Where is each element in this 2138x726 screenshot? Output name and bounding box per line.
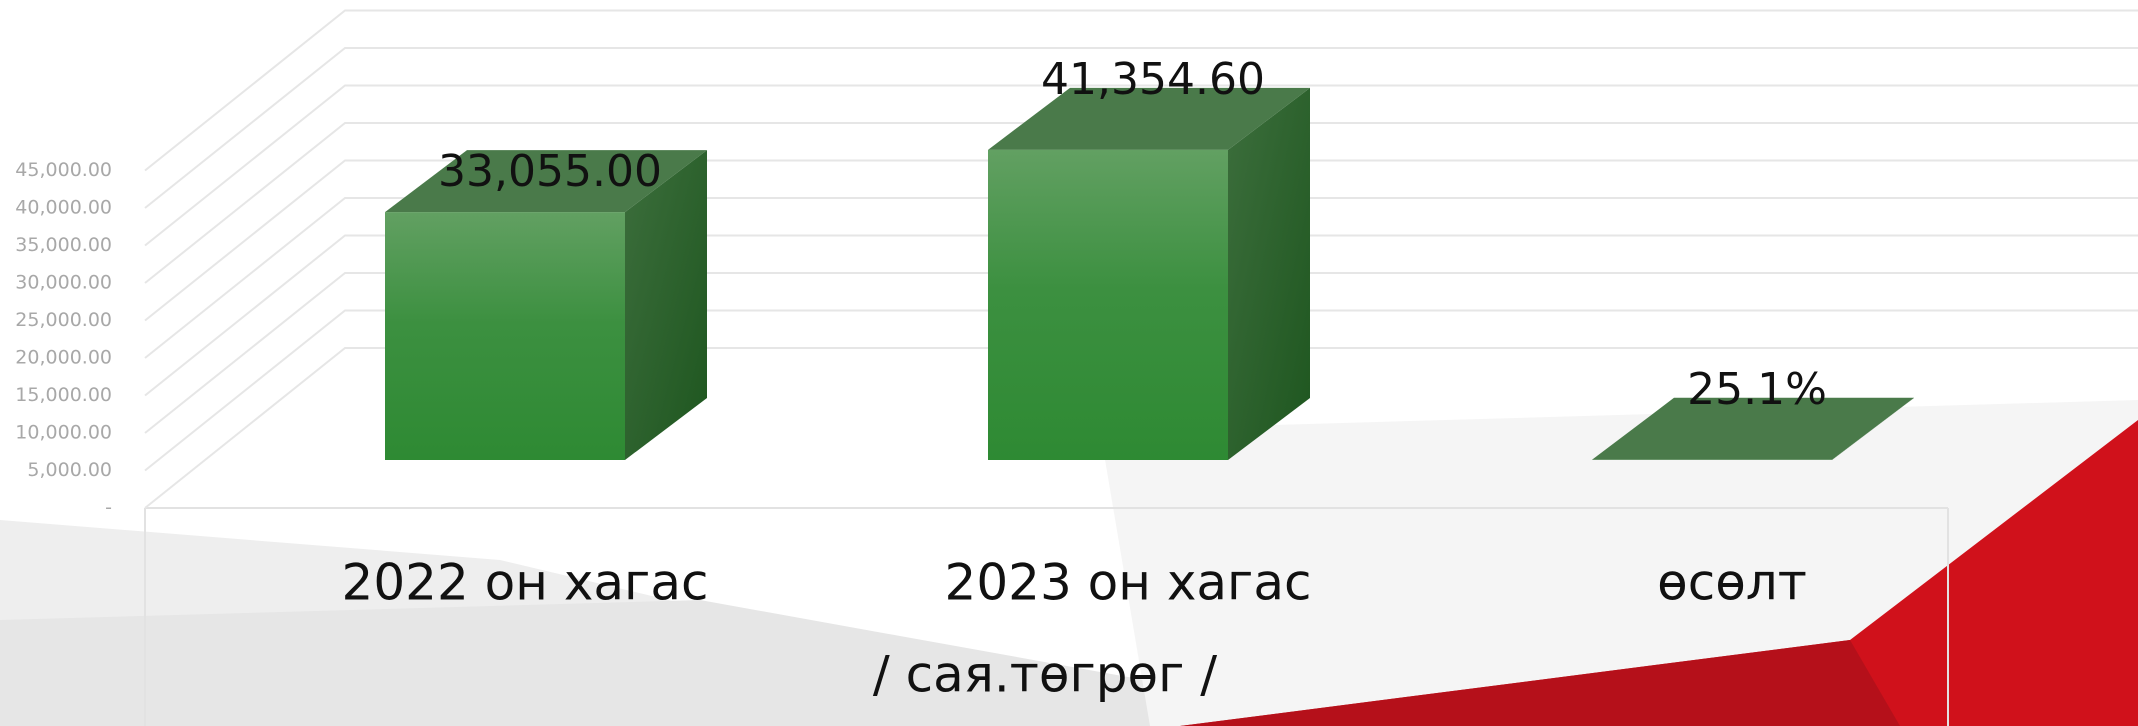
bar [988,87,1310,460]
grid-line [144,47,2138,209]
y-tick-label: 20,000.00 [15,347,112,369]
y-tick-label: 10,000.00 [15,422,112,444]
value-label: 33,055.00 [438,146,662,197]
value-label: 41,354.60 [1041,54,1265,105]
y-tick-label: 40,000.00 [15,197,112,219]
grid-line [144,272,2138,434]
grid-line [144,347,2138,509]
x-tick-label: өсөлт [1657,554,1807,612]
bar-top [1592,397,1914,460]
y-tick-label: 5,000.00 [27,459,112,481]
grid-line [144,9,2138,172]
bar-front [385,212,625,460]
bar-side [625,150,707,460]
y-tick-label: 25,000.00 [15,309,112,331]
grid-line [144,84,2138,247]
grid-line [144,234,2138,397]
y-tick-label: 45,000.00 [15,159,112,181]
grid-line [144,197,2138,359]
value-label: 25.1% [1687,364,1827,415]
y-tick-label: - [105,497,112,519]
background [0,400,2138,726]
x-tick-label: 2022 он хагас [342,554,709,612]
bars [385,87,1914,460]
grid-line [144,122,2138,284]
y-tick-label: 35,000.00 [15,234,112,256]
bar-front [988,149,1228,460]
bar [1592,397,1914,460]
grid-line [144,309,2138,472]
grid-line [144,159,2138,322]
grid [144,9,2138,509]
bar-top [988,87,1310,150]
x-tick-label: 2023 он хагас [945,554,1312,612]
y-tick-label: 30,000.00 [15,272,112,294]
bar [385,150,707,460]
y-tick-label: 15,000.00 [15,384,112,406]
bar-side [1832,397,1914,460]
bar-top [385,150,707,213]
bar-side [1228,87,1310,460]
x-axis-title: / сая.төгрөг / [873,646,1217,704]
